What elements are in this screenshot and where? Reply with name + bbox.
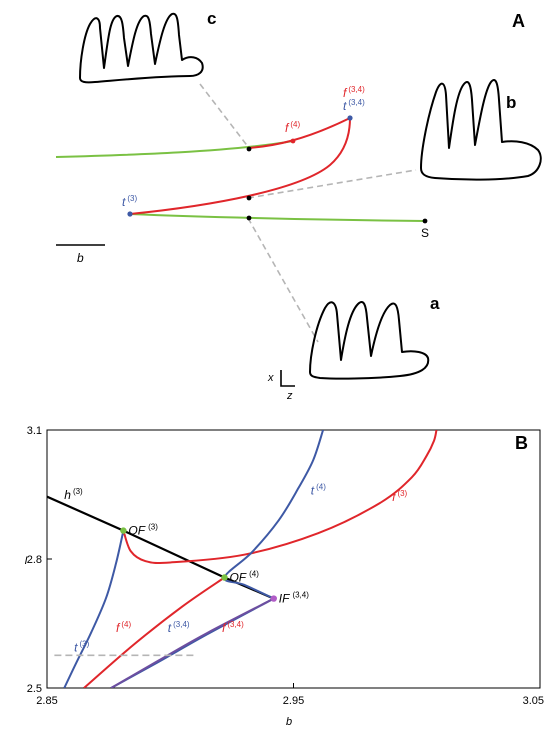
point-OF4 xyxy=(221,574,228,581)
series-label-h3: h (3) xyxy=(64,487,83,502)
tick-layer: 2.85 2.95 3.05 2.5 2.8 3.1 xyxy=(27,425,544,707)
trace-a-letter: a xyxy=(430,294,440,313)
point-b xyxy=(246,195,252,201)
label-s: S xyxy=(421,226,429,240)
label-t34: t (3,4) xyxy=(343,98,365,113)
connector-c xyxy=(199,83,250,149)
x-axis-label: b xyxy=(286,716,292,728)
label-f34: f (3,4) xyxy=(343,85,365,100)
series-label-f3: f (3) xyxy=(392,489,407,504)
series-t3 xyxy=(63,530,125,688)
point-s xyxy=(422,218,428,224)
label-layer: OF (3) OF (4) IF (3,4) h (3) t (4) f (3) t (3) f (4) t (3… xyxy=(64,483,407,655)
series-t4 xyxy=(223,430,325,600)
series-layer xyxy=(47,430,438,688)
voltage-trace-c xyxy=(79,12,204,84)
x-tick-label: 3.05 xyxy=(523,695,544,707)
xz-axis-glyph xyxy=(280,370,295,387)
series-label-f34: f (3,4) xyxy=(222,620,244,635)
point-IF34 xyxy=(270,595,277,602)
series-label-f4: f (4) xyxy=(116,620,131,635)
trace-b-letter: b xyxy=(506,93,516,112)
series-f4 xyxy=(83,576,226,688)
panel-b-letter: B xyxy=(515,433,528,453)
plot-frame xyxy=(46,429,541,689)
x-tick-label: 2.95 xyxy=(283,695,304,707)
point-t34 xyxy=(347,115,353,121)
connector-b xyxy=(247,169,417,199)
point-label-OF4: OF (4) xyxy=(229,569,259,584)
series-label-t4: t (4) xyxy=(311,483,326,498)
label-t3: t (3) xyxy=(122,194,137,209)
label-f4: f (4) xyxy=(285,120,300,135)
point-a xyxy=(246,215,252,221)
point-layer xyxy=(120,527,277,602)
axis-x-label: x xyxy=(267,372,274,384)
panel-a: A t (3) f (4) f (3,4) t (3,4) S b c b xyxy=(55,9,542,402)
axis-z-label: z xyxy=(286,390,293,402)
voltage-trace-b xyxy=(420,79,542,181)
y-tick-label: 3.1 xyxy=(27,425,42,437)
series-f34 xyxy=(110,597,275,688)
panel-a-letter: A xyxy=(512,11,525,31)
panel-b: B 2.85 2.95 3.05 2.5 2.8 3.1 OF (3) OF (4) IF (3,4… xyxy=(24,425,544,728)
point-c xyxy=(246,146,252,152)
x-tick-label: 2.85 xyxy=(36,695,57,707)
y-axis-label: I xyxy=(24,555,27,567)
series-label-t3: t (3) xyxy=(74,639,89,654)
scale-bar-label: b xyxy=(77,251,84,265)
green-curve-lower xyxy=(129,213,426,222)
y-tick-label: 2.5 xyxy=(27,683,42,695)
red-curve-lower xyxy=(129,117,351,215)
point-label-IF34: IF (3,4) xyxy=(279,591,309,606)
point-label-OF3: OF (3) xyxy=(128,523,158,538)
trace-c-letter: c xyxy=(207,9,216,28)
voltage-trace-a xyxy=(309,300,430,380)
series-label-t34: t (3,4) xyxy=(168,620,190,635)
point-OF3 xyxy=(120,527,127,534)
point-f4 xyxy=(290,138,296,144)
series-f3 xyxy=(122,430,438,564)
connector-a xyxy=(247,217,319,343)
green-curve-upper xyxy=(55,140,294,158)
y-tick-label: 2.8 xyxy=(27,554,42,566)
point-t3 xyxy=(127,211,133,217)
